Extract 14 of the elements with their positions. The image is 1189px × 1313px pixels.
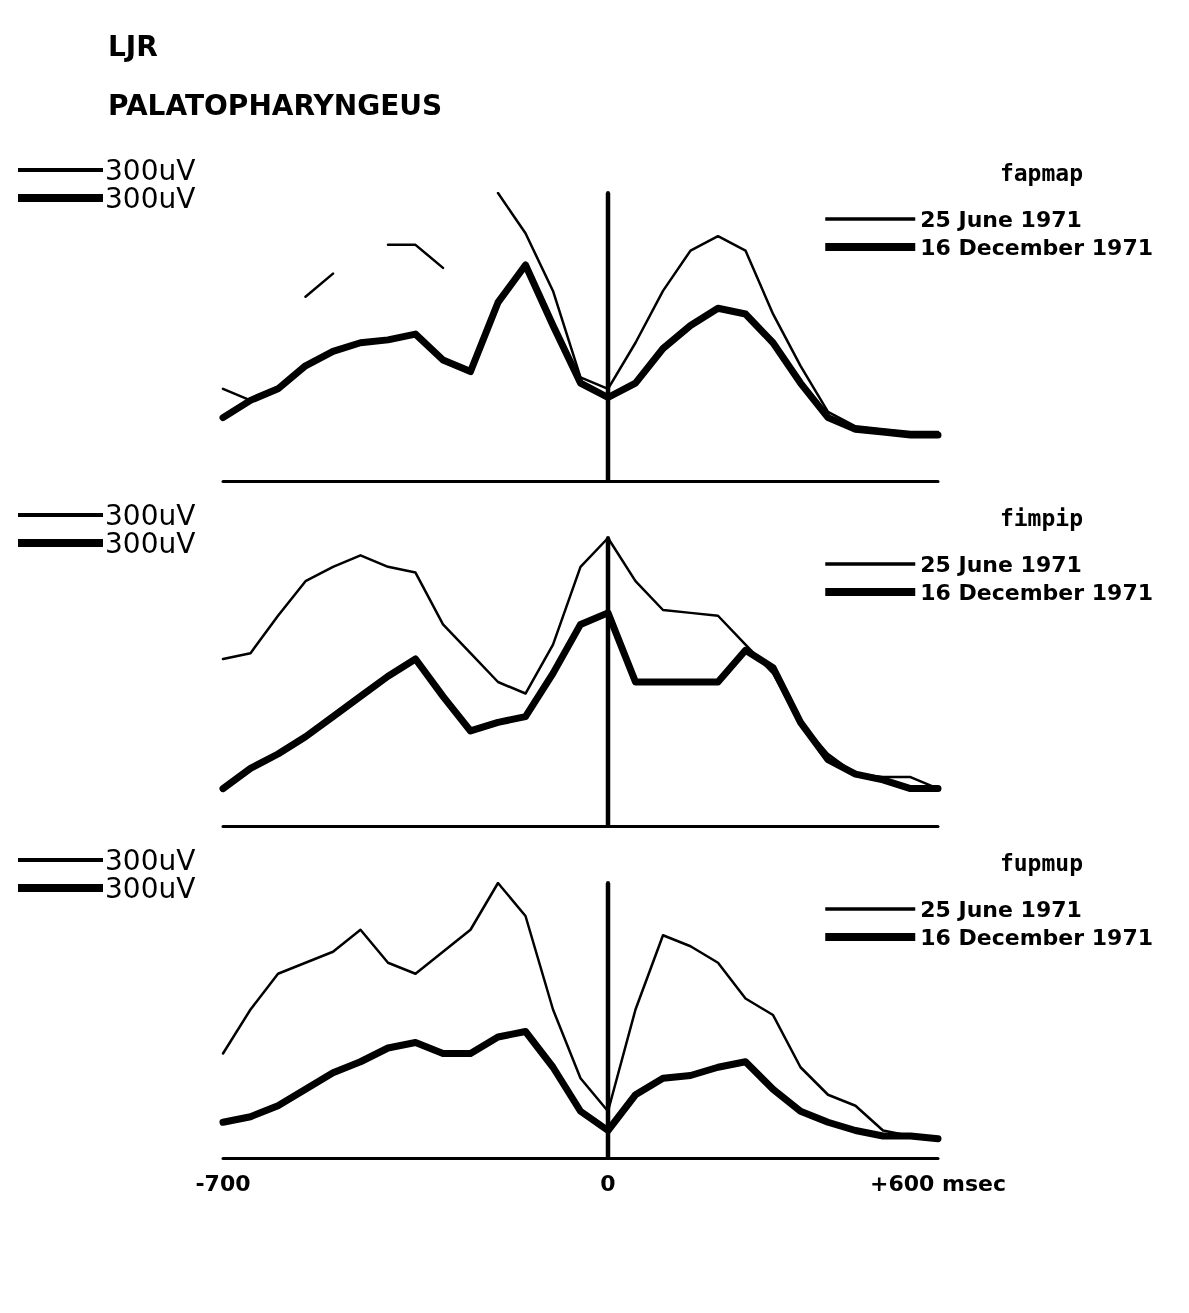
legend-label: 16 December 1971 [920, 579, 1154, 605]
x-tick-label: +600 msec [870, 1170, 1006, 1196]
legend-title: fupmup [999, 849, 1084, 876]
legend-title: fapmap [999, 159, 1084, 186]
legend-label: 25 June 1971 [920, 896, 1082, 922]
chart-title: LJR [108, 30, 159, 63]
legend-title: fimpip [999, 504, 1084, 531]
x-tick-label: -700 [195, 1170, 251, 1196]
legend-label: 16 December 1971 [920, 924, 1154, 950]
legend-label: 16 December 1971 [920, 234, 1154, 260]
x-tick-label: 0 [600, 1170, 616, 1196]
chart-subtitle: PALATOPHARYNGEUS [108, 89, 444, 122]
legend-label: 25 June 1971 [920, 551, 1082, 577]
legend-label: 25 June 1971 [920, 206, 1082, 232]
